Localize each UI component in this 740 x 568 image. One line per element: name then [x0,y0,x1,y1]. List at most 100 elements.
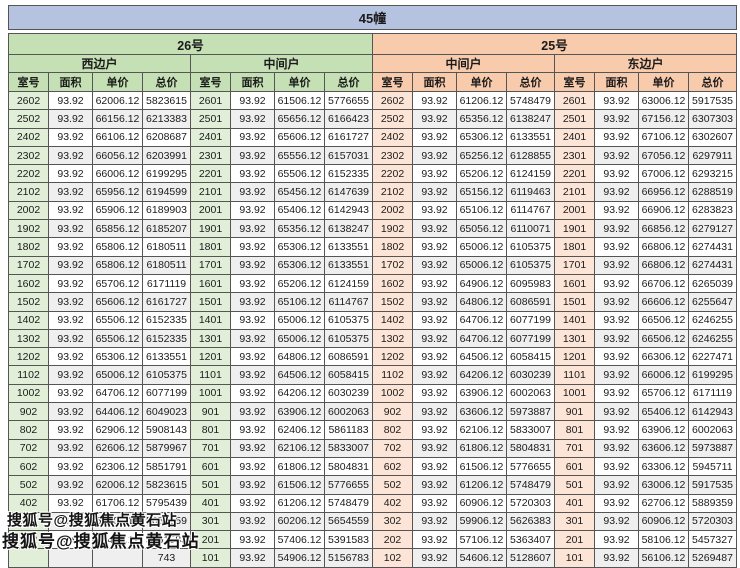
value-cell: 93.92 [413,256,457,275]
value-cell: 93.92 [49,366,93,385]
value-cell: 66056.12 [93,146,143,166]
value-cell: 65806.12 [93,238,143,257]
room-cell: 2402 [373,128,413,147]
value-cell: 64806.12 [275,348,325,367]
table-row: 1402 93.92 65506.12 6152335 1401 93.92 65006.1… [9,311,737,330]
room-cell: 2401 [191,128,231,147]
value-cell: 93.92 [413,293,457,312]
room-cell: 1202 [373,348,413,367]
value-cell: 64806.12 [457,293,507,312]
table-row: 1002 93.92 64706.12 6077199 1001 93.92 64206.1… [9,384,737,404]
value-cell: 5795439 [143,494,191,513]
value-cell: 93.92 [231,512,275,532]
room-cell: 1702 [9,256,49,275]
value-cell: 5879967 [143,439,191,458]
table-row: 502 93.92 62006.12 5823615 501 93.92 61506.12 5… [9,476,737,495]
value-cell: 5654559 [143,512,191,532]
value-cell: 54606.12 [457,549,507,568]
value-cell: 93.92 [595,256,639,275]
value-cell: 93.92 [595,549,639,568]
value-cell: 93.92 [413,476,457,495]
value-cell: 5889359 [689,494,737,513]
value-cell: 5833007 [325,439,373,458]
room-cell: 1101 [191,366,231,385]
value-cell: 6110071 [507,220,555,239]
table-row: 902 93.92 64406.12 6049023 901 93.92 63906.12 6… [9,403,737,422]
room-cell: 601 [555,457,595,477]
value-cell: 64506.12 [457,348,507,367]
value-cell: 63006.12 [639,92,689,111]
value-cell: 93.92 [231,476,275,495]
value-cell: 62006.12 [93,476,143,495]
value-cell: 63306.12 [639,457,689,477]
value-cell: 93.92 [595,165,639,184]
room-cell: 1801 [555,238,595,257]
value-cell: 6002063 [507,384,555,404]
table-row: 202 93.92 57406.12 5391583 201 93.92 57406.12 5… [9,531,737,550]
value-cell: 5128607 [507,549,555,568]
room-cell: 2002 [9,201,49,221]
value-cell: 6133551 [325,256,373,275]
value-cell: 6077199 [507,329,555,349]
value-cell: 66506.12 [639,311,689,330]
value-cell: 64906.12 [457,274,507,294]
room-cell: 2601 [191,92,231,111]
value-cell: 6157031 [325,146,373,166]
room-cell: 2401 [555,128,595,147]
value-cell: 67006.12 [639,165,689,184]
value-cell: 93.92 [49,293,93,312]
value-cell: 54906.12 [275,549,325,568]
value-cell: 6114767 [325,293,373,312]
room-cell: 1401 [191,311,231,330]
room-cell: 2001 [555,201,595,221]
value-cell: 65956.12 [93,183,143,202]
value-cell: 5748479 [507,92,555,111]
value-cell: 93.92 [231,128,275,147]
value-cell: 65106.12 [275,293,325,312]
room-cell: 602 [9,457,49,477]
value-cell: 5851791 [143,457,191,477]
value-cell: 64506.12 [275,366,325,385]
value-cell: 93.92 [595,512,639,532]
page: 45幢 26号 25号 西边户 中间户 中间户 东边户 室号 面积 单价 总价 室号 面积 单价 总价… [2,5,737,568]
value-cell: 6203991 [143,146,191,166]
value-cell: 93.92 [413,366,457,385]
value-cell: 6138247 [325,220,373,239]
value-cell: 93.92 [595,531,639,550]
room-cell: 2202 [373,165,413,184]
value-cell: 6058415 [325,366,373,385]
value-cell: 93.92 [231,311,275,330]
unit-header-row: 西边户 中间户 中间户 东边户 [9,55,737,73]
value-cell: 93.92 [413,384,457,404]
value-cell: 6114767 [507,201,555,221]
value-cell: 62106.12 [457,421,507,440]
unit-header: 中间户 [373,55,555,73]
value-cell: 6246255 [689,329,737,349]
value-cell: 93.92 [595,311,639,330]
room-cell: 201 [191,531,231,550]
value-cell: 93.92 [231,439,275,458]
value-cell: 66506.12 [639,329,689,349]
value-cell: 6180511 [143,256,191,275]
column-header: 单价 [93,73,143,92]
value-cell: 62706.12 [639,494,689,513]
room-cell: 1902 [9,220,49,239]
value-cell: 64706.12 [457,311,507,330]
room-cell: 2002 [373,201,413,221]
value-cell: 6133551 [143,348,191,367]
value-cell: 57406.12 [275,531,325,550]
value-cell: 6133551 [325,238,373,257]
value-cell: 6283823 [689,201,737,221]
value-cell: 93.92 [595,92,639,111]
room-cell [9,549,49,568]
value-cell: 66706.12 [639,274,689,294]
room-cell: 2102 [9,183,49,202]
value-cell: 93.92 [49,329,93,349]
room-cell: 502 [373,476,413,495]
value-cell: 93.92 [49,457,93,477]
value-cell: 93.92 [413,311,457,330]
column-header: 面积 [231,73,275,92]
value-cell: 6133551 [507,128,555,147]
value-cell: 93.92 [231,92,275,111]
value-cell: 6128855 [507,146,555,166]
